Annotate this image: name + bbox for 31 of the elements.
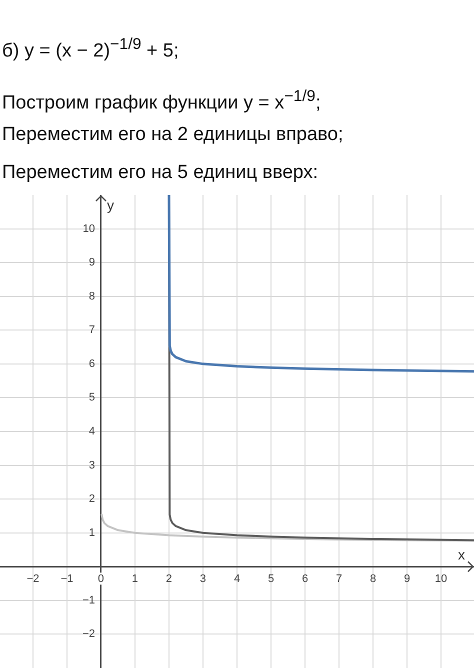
y-tick-label: −1	[82, 594, 95, 606]
y-tick-label: 7	[88, 324, 95, 336]
x-tick-label: 7	[336, 573, 342, 586]
x-tick-label: 8	[370, 573, 376, 586]
x-tick-label: 3	[200, 573, 206, 586]
x-axis-title: x	[458, 546, 465, 562]
text: Переместим его на 2 единицы вправо;	[2, 123, 344, 147]
x-tick-label: 1	[132, 573, 138, 586]
x-tick-label: 5	[268, 573, 274, 586]
y-tick-label: 1	[88, 526, 95, 539]
x-tick-label: 0	[98, 573, 104, 586]
y-tick-label: 9	[88, 256, 95, 269]
x-tick-label: −2	[26, 573, 40, 586]
x-tick-label: 4	[234, 573, 240, 586]
y-tick-label: −2	[82, 628, 95, 640]
y-tick-label: 4	[88, 426, 95, 438]
y-tick-label: 6	[88, 358, 95, 370]
y-tick-label: 8	[88, 290, 95, 302]
x-tick-label: 6	[302, 573, 308, 586]
text: Переместим его на 5 единиц вверх:	[2, 161, 320, 185]
y-tick-label: 5	[88, 392, 95, 404]
x-tick-label: 2	[166, 573, 172, 586]
y-tick-label: 2	[88, 493, 95, 506]
x-tick-label: −1	[60, 573, 74, 586]
x-tick-label: 10	[434, 573, 448, 586]
y-axis-title: y	[106, 196, 114, 213]
x-tick-label: 9	[404, 573, 410, 586]
chart-title: б) y = (x − 2)$^{−1/9}$ + 5;	[2, 35, 180, 62]
y-tick-label: 10	[82, 222, 95, 235]
y-tick-label: 3	[88, 459, 95, 472]
text: Построим график функции y = x$^{−1/9}$;	[2, 87, 322, 116]
